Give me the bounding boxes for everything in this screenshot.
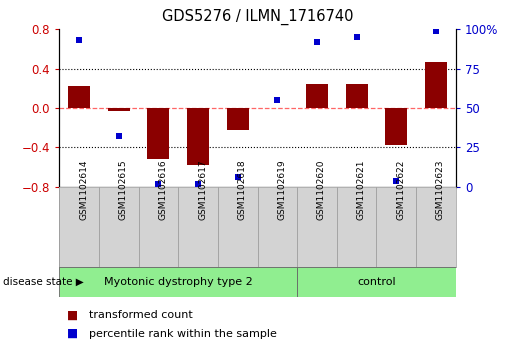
Bar [68, 86, 90, 108]
Text: transformed count: transformed count [89, 310, 193, 320]
Text: GSM1102621: GSM1102621 [356, 159, 366, 220]
Bar [139, 187, 178, 267]
Bar [147, 108, 169, 159]
Point [313, 39, 321, 45]
Text: ■: ■ [67, 327, 78, 340]
Bar [178, 187, 218, 267]
Text: GSM1102623: GSM1102623 [436, 159, 445, 220]
Bar [227, 108, 249, 130]
Bar [59, 187, 99, 267]
Bar [425, 62, 447, 108]
Text: Myotonic dystrophy type 2: Myotonic dystrophy type 2 [104, 277, 252, 287]
Bar [385, 108, 407, 144]
Text: GDS5276 / ILMN_1716740: GDS5276 / ILMN_1716740 [162, 9, 353, 25]
Bar [306, 84, 328, 108]
Bar [297, 267, 456, 297]
Bar [337, 187, 376, 267]
Point [392, 178, 401, 184]
Point [273, 97, 281, 103]
Point [114, 134, 123, 139]
Text: GSM1102614: GSM1102614 [79, 159, 88, 220]
Bar [258, 187, 297, 267]
Bar [376, 187, 416, 267]
Text: control: control [357, 277, 396, 287]
Bar [346, 84, 368, 108]
Bar [108, 108, 130, 111]
Text: percentile rank within the sample: percentile rank within the sample [89, 329, 277, 339]
Bar [187, 108, 209, 165]
Point [432, 28, 440, 33]
Text: ■: ■ [67, 309, 78, 322]
Bar [297, 187, 337, 267]
Text: GSM1102616: GSM1102616 [159, 159, 167, 220]
Text: GSM1102620: GSM1102620 [317, 159, 326, 220]
Text: disease state ▶: disease state ▶ [3, 277, 83, 287]
Text: GSM1102622: GSM1102622 [397, 159, 405, 220]
Bar [416, 187, 456, 267]
Text: GSM1102617: GSM1102617 [198, 159, 207, 220]
Point [352, 34, 360, 40]
Point [75, 37, 83, 43]
Bar [218, 187, 258, 267]
Point [154, 181, 162, 187]
Bar [99, 187, 139, 267]
Bar [59, 267, 297, 297]
Text: GSM1102615: GSM1102615 [118, 159, 128, 220]
Text: GSM1102618: GSM1102618 [238, 159, 247, 220]
Point [233, 175, 242, 180]
Text: GSM1102619: GSM1102619 [277, 159, 286, 220]
Point [194, 181, 202, 187]
